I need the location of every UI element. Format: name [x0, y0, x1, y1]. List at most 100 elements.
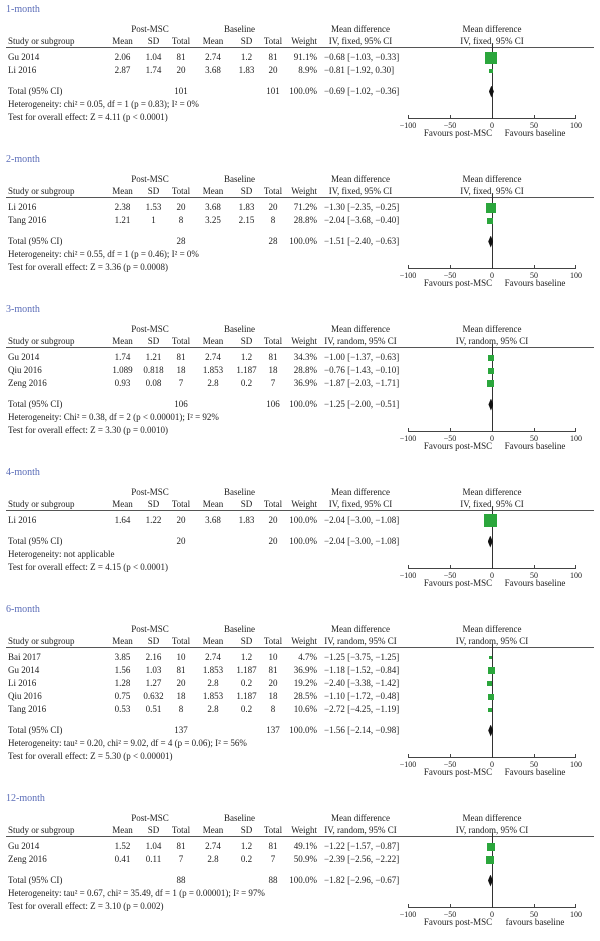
cell-base-total: 18 — [268, 691, 278, 701]
axis-tick — [492, 565, 493, 569]
axis-tick-label: −100 — [399, 271, 417, 280]
favours-right-label: Favours baseline — [504, 128, 566, 138]
plot-mean-difference-header: Mean difference — [462, 624, 522, 634]
cell-weight: 28.8% — [293, 365, 317, 375]
base-total-column-header: Total — [263, 825, 283, 835]
post-msc-group-header: Post-MSC — [131, 813, 169, 823]
cell-weight: 36.9% — [293, 665, 317, 675]
heterogeneity-note: Heterogeneity: tau² = 0.20, chi² = 9.02,… — [8, 738, 247, 748]
base-sd-column-header: SD — [240, 636, 253, 646]
cell-total-label: Total (95% CI) — [8, 875, 63, 885]
cell-base-sd: 0.2 — [240, 378, 253, 388]
post-total-column-header: Total — [171, 36, 191, 46]
post-msc-group-header: Post-MSC — [131, 174, 169, 184]
axis-tick-label: 100 — [570, 121, 582, 130]
cell-base-sd: 1.83 — [238, 202, 255, 212]
table-row: Li 2016 2.87 1.74 20 3.68 1.83 20 8.9% −0.81 [−1… — [6, 64, 404, 77]
baseline-group-header: Baseline — [224, 24, 255, 34]
cell-base-mean: 3.68 — [205, 202, 221, 212]
table-row: Zeng 2016 0.41 0.11 7 2.8 0.2 7 50.9% −2.39 [−2.… — [6, 853, 404, 866]
cell-study: Gu 2014 — [8, 841, 40, 851]
column-header-row: Study or subgroup Mean SD Total Mean SD … — [6, 335, 404, 347]
cell-base-sd: 1.187 — [236, 665, 257, 675]
effect-square — [487, 217, 494, 224]
group-header-row: Post-MSC Baseline Mean difference — [6, 486, 404, 498]
favours-left-label: Favours post-MSC — [423, 441, 493, 451]
study-rows: Li 2016 1.64 1.22 20 3.68 1.83 20 100.0% −2.04 [… — [6, 511, 404, 574]
cell-ci: −1.25 [−2.00, −0.51] — [324, 399, 400, 409]
plot-model-header: IV, random, 95% CI — [455, 336, 529, 346]
heterogeneity-note: Heterogeneity: not applicable — [8, 549, 115, 559]
cell-study: Qiu 2016 — [8, 691, 42, 701]
panel-title: 1-month — [6, 4, 40, 15]
cell-empty — [232, 535, 261, 548]
cell-base-sd: 1.2 — [240, 352, 253, 362]
row-gap — [6, 77, 404, 85]
overall-effect-note: Test for overall effect: Z = 3.30 (p = 0… — [8, 425, 169, 435]
cell-base-sd: 2.15 — [238, 215, 255, 225]
cell-base-mean: 2.8 — [207, 704, 219, 714]
cell-empty — [106, 235, 139, 248]
cell-study: Qiu 2016 — [8, 365, 42, 375]
weight-column-header: Weight — [291, 36, 317, 46]
cell-study: Li 2016 — [8, 515, 37, 525]
table-row: Bai 2017 3.85 2.16 10 2.74 1.2 10 4.7% −1.25 [−3… — [6, 651, 404, 664]
total-diamond — [487, 535, 493, 548]
cell-empty — [139, 535, 168, 548]
table-header-left: Post-MSC Baseline Mean difference Study … — [6, 812, 404, 836]
group-header-row: Post-MSC Baseline Mean difference — [6, 623, 404, 635]
cell-weight: 19.2% — [293, 678, 317, 688]
cell-post-total: 20 — [176, 65, 186, 75]
cell-total-label: Total (95% CI) — [8, 536, 63, 546]
post-mean-column-header: Mean — [112, 499, 133, 509]
weight-column-header: Weight — [291, 636, 317, 646]
cell-post-sd: 0.632 — [143, 691, 164, 701]
total-row: Total (95% CI) 106 106 100.0% −1.25 [−2.00, … — [6, 398, 404, 411]
mean-difference-header: Mean difference — [330, 813, 391, 823]
cell-empty — [232, 398, 261, 411]
cell-base-total: 7 — [270, 854, 276, 864]
favours-labels: Favours post-MSC Favours baseline — [408, 128, 576, 139]
cell-post-mean: 0.41 — [114, 854, 131, 864]
cell-empty — [194, 85, 232, 98]
cell-weight: 91.1% — [293, 52, 317, 62]
plot-mean-difference-header: Mean difference — [462, 487, 522, 497]
panel-body: Gu 2014 2.06 1.04 81 2.74 1.2 81 91.1% −0.68 [−1… — [6, 44, 594, 139]
effect-square — [487, 667, 495, 674]
panel-3-month: 3-month Post-MSC Baseline Mean differenc… — [6, 304, 594, 452]
base-mean-column-header: Mean — [202, 636, 224, 646]
cell-ci: −1.22 [−1.57, −0.87] — [324, 841, 400, 851]
total-row: Total (95% CI) 137 137 100.0% −1.56 [−2.14, … — [6, 724, 404, 737]
post-sd-column-header: SD — [147, 499, 160, 509]
table-row: Gu 2014 2.06 1.04 81 2.74 1.2 81 91.1% −0.68 [−1… — [6, 51, 404, 64]
mean-difference-header: Mean difference — [330, 624, 391, 634]
cell-base-sd: 1.83 — [238, 515, 255, 525]
cell-base-sd: 1.187 — [236, 365, 257, 375]
cell-post-total: 7 — [178, 378, 184, 388]
favours-labels: Favours post-MSC Favours baseline — [408, 578, 576, 589]
cell-ci: −2.39 [−2.56, −2.22] — [324, 854, 400, 864]
plot-model-header: IV, fixed, 95% CI — [460, 186, 524, 196]
cell-post-total: 18 — [176, 365, 186, 375]
axis-tick-label: 100 — [570, 571, 582, 580]
axis-tick-label: 100 — [570, 434, 582, 443]
cell-base-sd: 1.2 — [240, 841, 253, 851]
cell-base-total: 81 — [268, 665, 278, 675]
cell-base-total: 81 — [268, 841, 278, 851]
cell-study: Gu 2014 — [8, 52, 40, 62]
table-row: Zeng 2016 0.93 0.08 7 2.8 0.2 7 36.9% −1.87 [−2.… — [6, 377, 404, 390]
cell-weight: 10.6% — [293, 704, 317, 714]
cell-base-sd: 1.2 — [240, 52, 253, 62]
total-row: Total (95% CI) 20 20 100.0% −2.04 [−3.00, −1… — [6, 535, 404, 548]
axis-tick-label: −50 — [443, 760, 457, 769]
cell-base-mean: 1.853 — [202, 365, 224, 375]
plot-mean-difference-header: Mean difference — [462, 324, 522, 334]
cell-empty — [232, 724, 261, 737]
column-header-row: Study or subgroup Mean SD Total Mean SD … — [6, 498, 404, 510]
cell-post-mean: 1.28 — [114, 678, 131, 688]
axis-tick-label: 0 — [490, 121, 494, 130]
base-sd-column-header: SD — [240, 186, 253, 196]
axis-tick-label: 50 — [530, 271, 538, 280]
cell-empty — [194, 724, 232, 737]
